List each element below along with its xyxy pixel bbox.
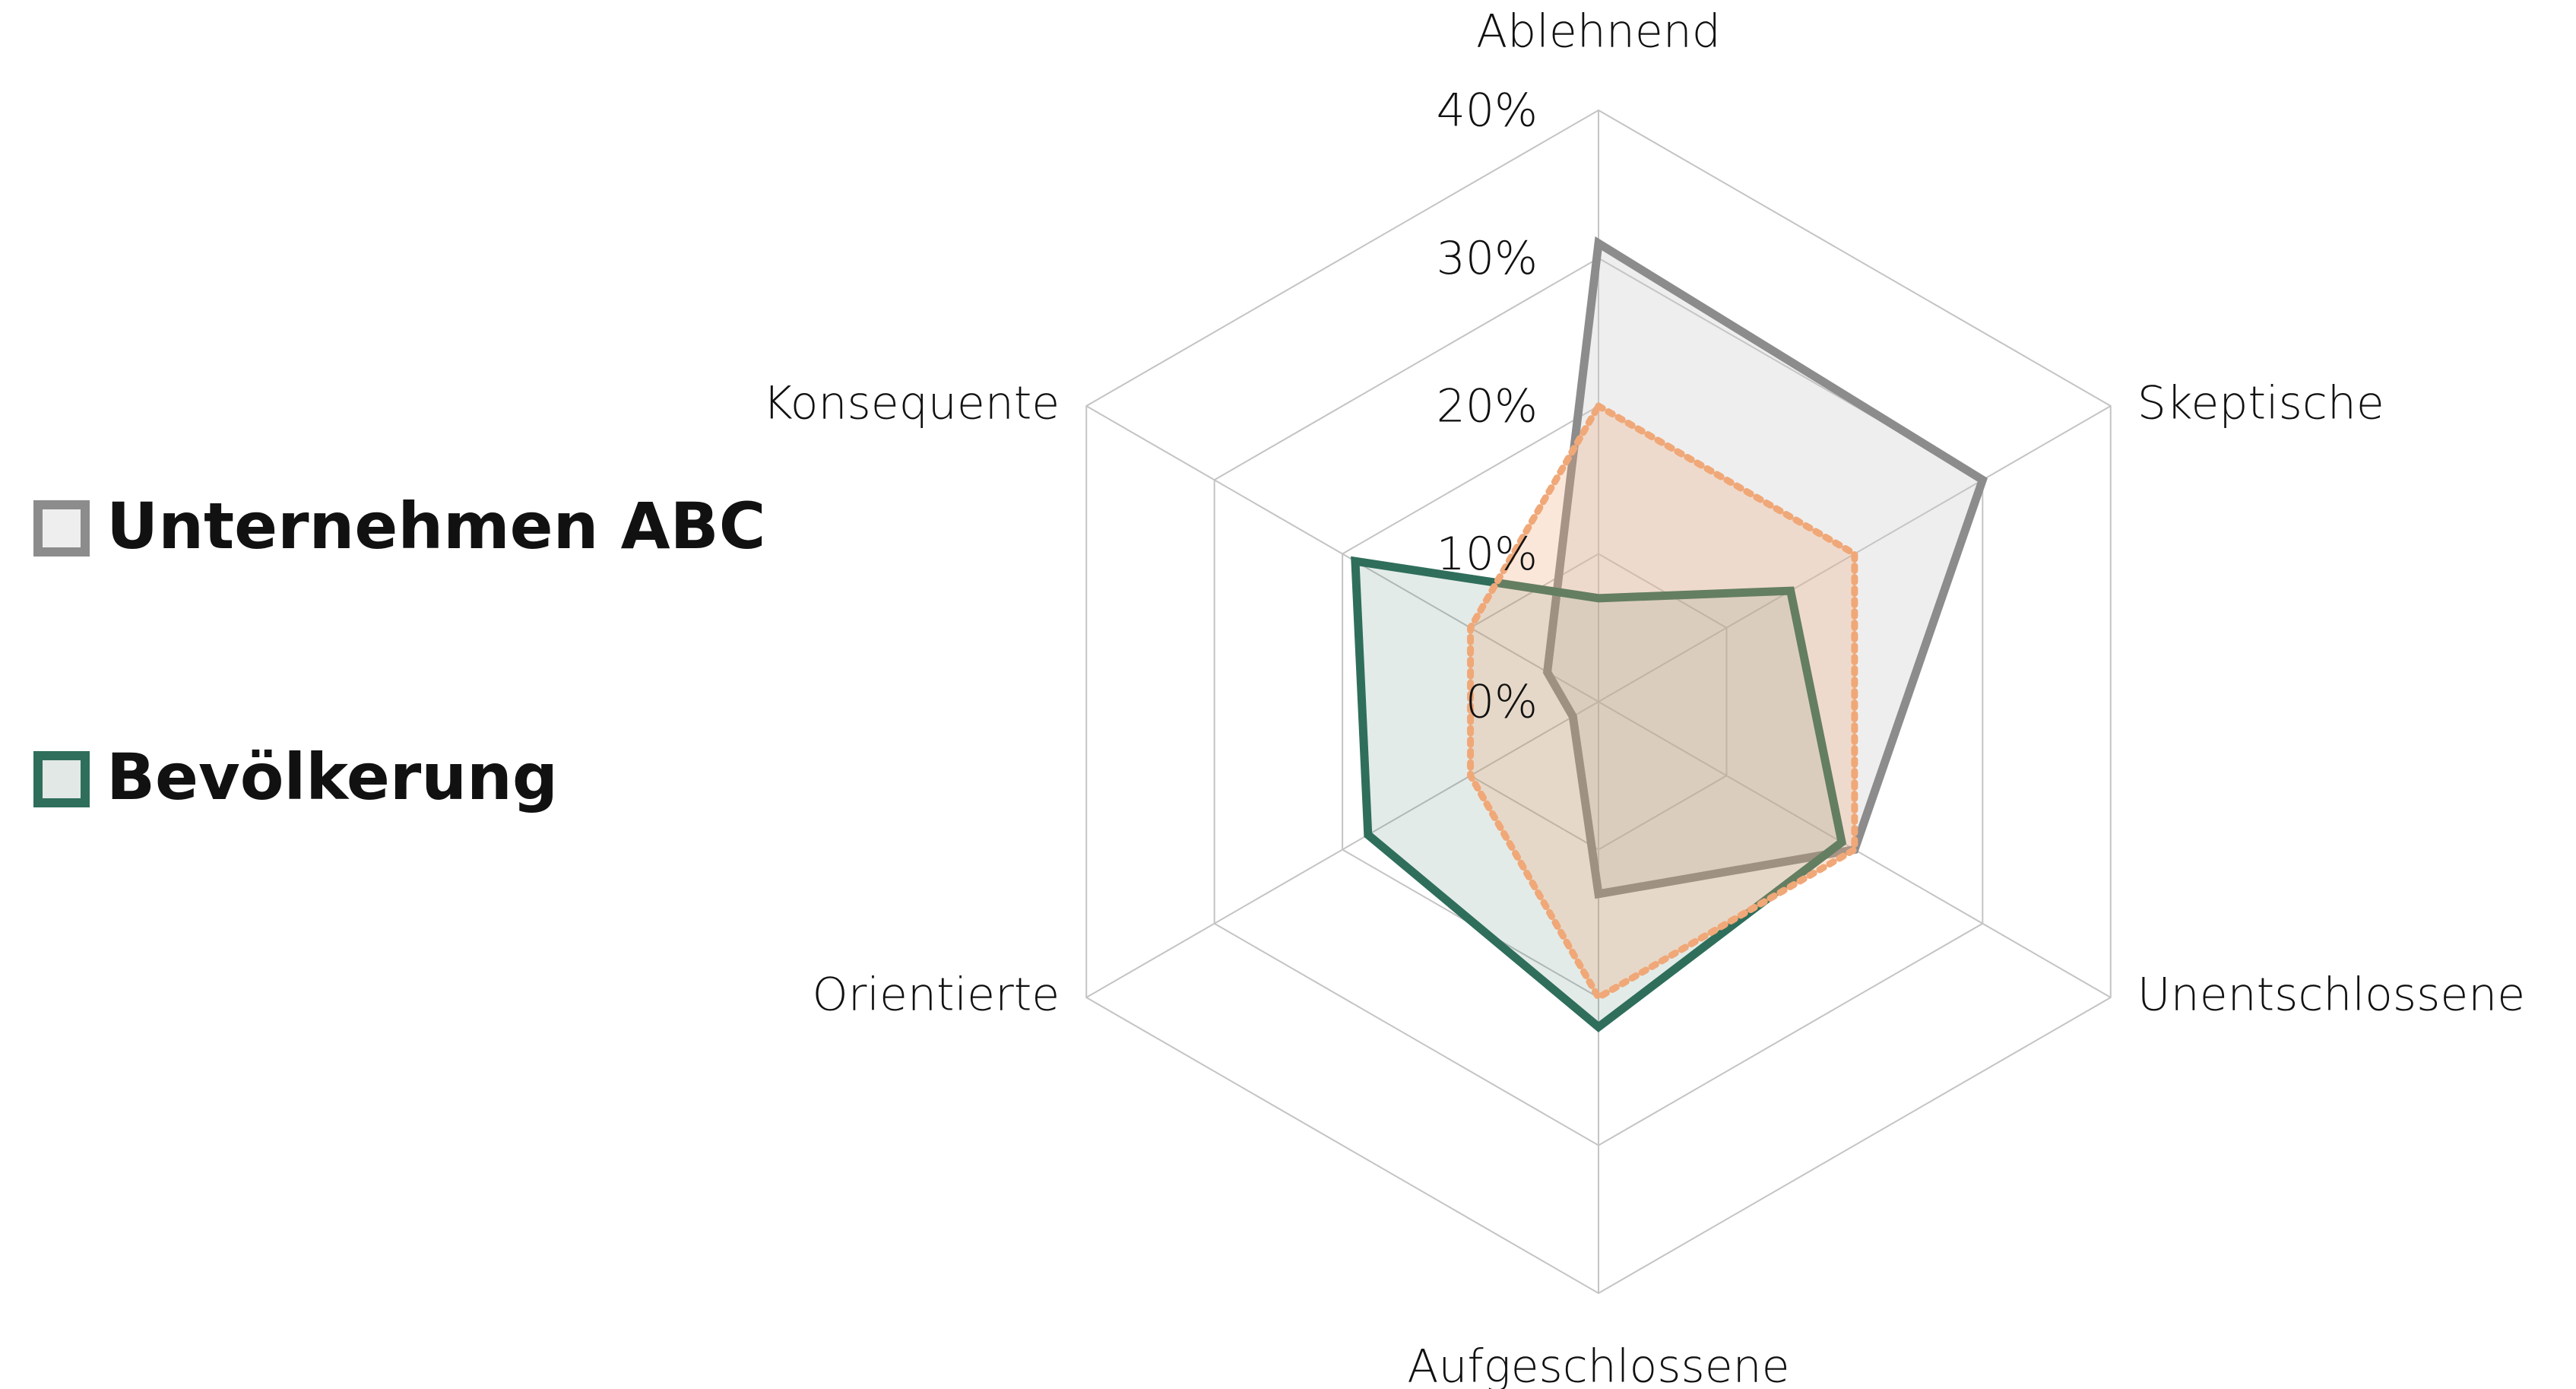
legend-swatch bbox=[33, 751, 90, 807]
tick-label: 0% bbox=[1465, 676, 1538, 729]
spoke bbox=[1085, 701, 1599, 998]
legend-swatch bbox=[33, 500, 90, 557]
category-label: Skeptische bbox=[2137, 377, 2384, 430]
category-label: Konsequente bbox=[762, 377, 1060, 430]
radar-area bbox=[1542, 236, 1988, 899]
tick-label: 40% bbox=[1437, 84, 1538, 138]
radar-area bbox=[1467, 401, 1858, 1003]
category-label: Ablehnend bbox=[1476, 5, 1721, 59]
category-label: Aufgeschlossene bbox=[1407, 1340, 1789, 1389]
radar-area bbox=[1351, 556, 1847, 1032]
legend-label: Bevölkerung bbox=[106, 740, 558, 814]
spoke bbox=[1085, 405, 1599, 702]
tick-label: 20% bbox=[1437, 380, 1538, 433]
tick-label: 10% bbox=[1437, 528, 1538, 581]
category-label: Orientierte bbox=[812, 969, 1060, 1022]
legend-label: Unternehmen ABC bbox=[106, 489, 765, 563]
tick-label: 30% bbox=[1437, 232, 1538, 285]
category-label: Unentschlossene bbox=[2137, 969, 2525, 1022]
